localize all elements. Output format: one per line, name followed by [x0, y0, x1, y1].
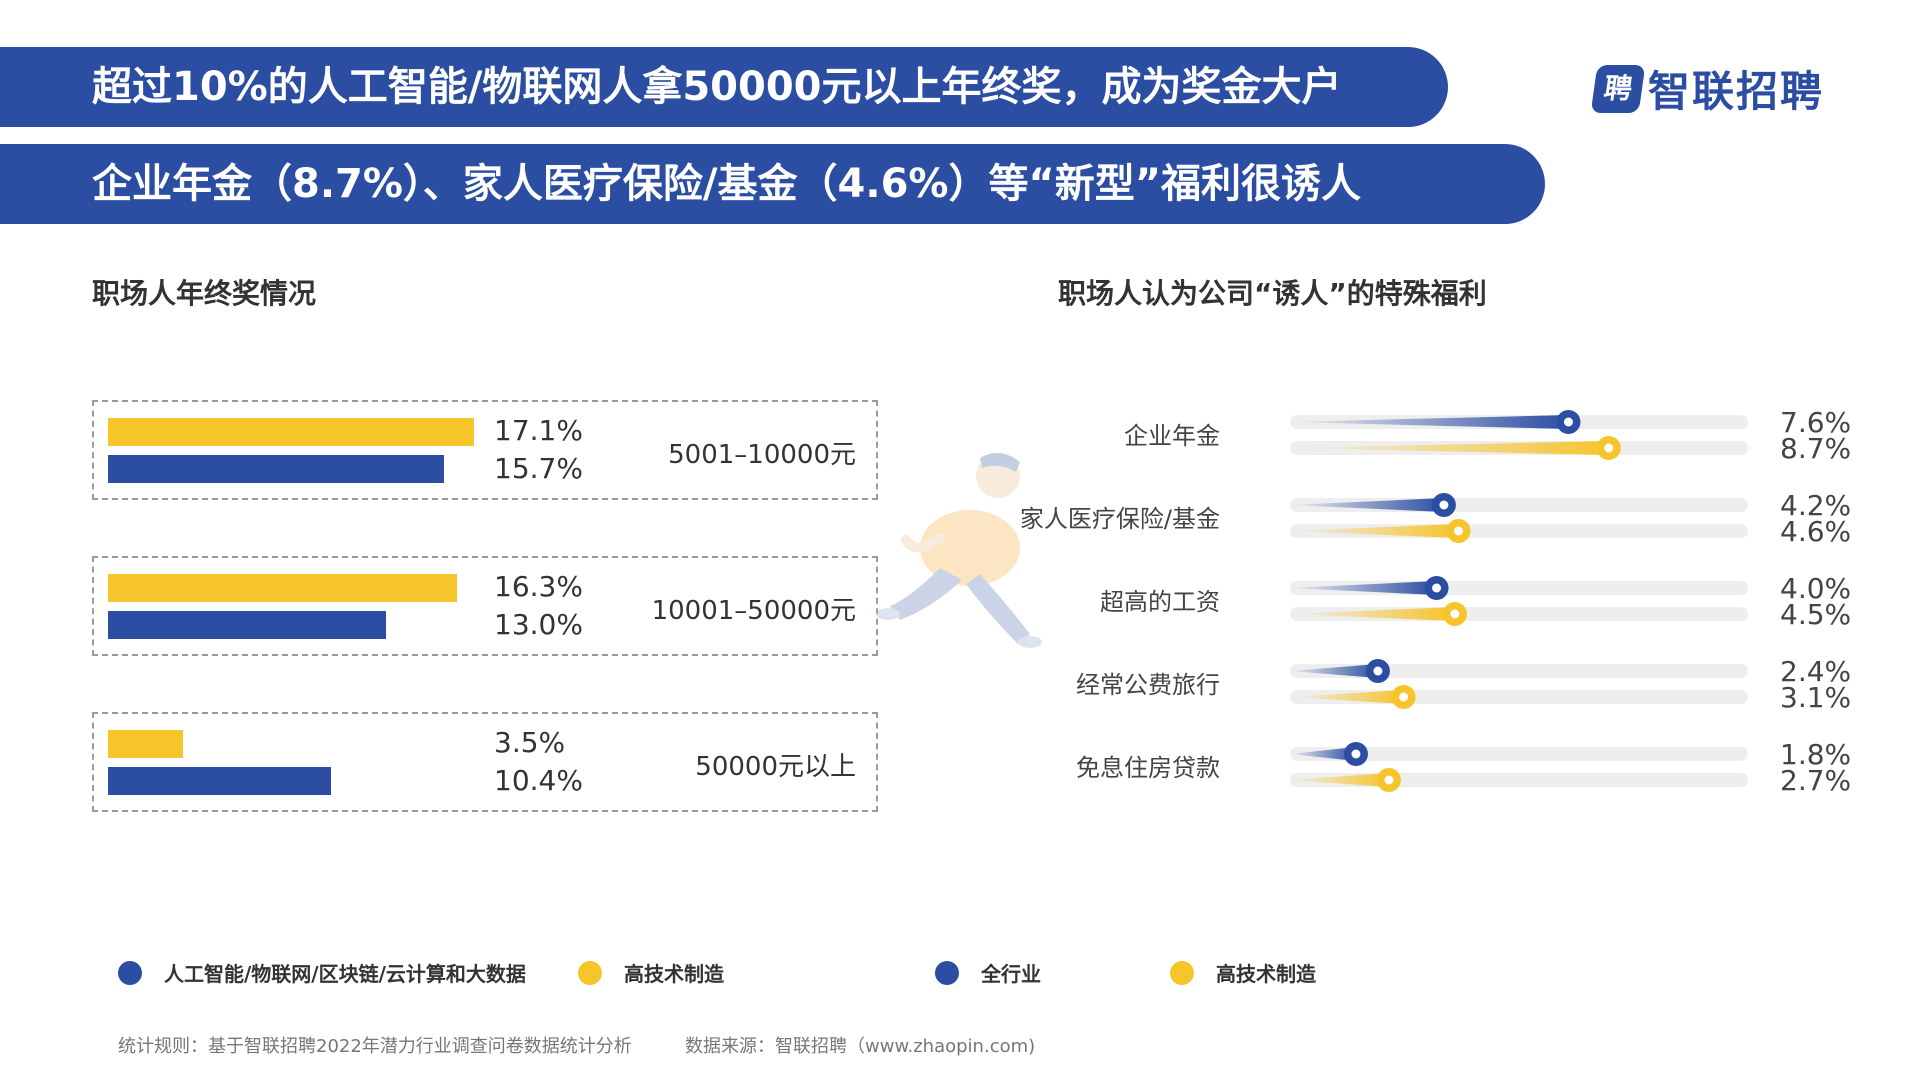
zhaopin-logo: 聘 智联招聘 — [1590, 58, 1825, 119]
value-marker-center — [1373, 666, 1383, 676]
category-label: 企业年金 — [1124, 422, 1220, 450]
comet-tail-全行业 — [1290, 664, 1378, 678]
value-marker-center — [1604, 443, 1614, 453]
bar-yellow — [108, 730, 183, 758]
blue-value-label: 10.4% — [494, 764, 583, 797]
bar-yellow — [108, 574, 457, 602]
category-label: 超高的工资 — [1100, 588, 1220, 616]
value-marker-center — [1563, 417, 1573, 427]
left-chart-title: 职场人年终奖情况 — [92, 277, 317, 310]
legend-item-hightech-left: 高技术制造 — [578, 958, 724, 987]
value-label: 4.5% — [1780, 598, 1851, 631]
comet-tail-高技术制造 — [1290, 524, 1459, 538]
comet-tail-全行业 — [1290, 581, 1437, 595]
bonus-group-1: 17.1% 15.7% 5001–10000元 — [92, 400, 878, 500]
value-label: 7.6% — [1780, 406, 1851, 439]
value-marker-center — [1439, 500, 1449, 510]
value-label: 2.7% — [1780, 764, 1851, 797]
comet-tail-高技术制造 — [1290, 441, 1609, 455]
right-chart-title: 职场人认为公司“诱人”的特殊福利 — [1058, 277, 1487, 310]
comet-tail-高技术制造 — [1290, 607, 1455, 621]
range-label: 50000元以上 — [695, 752, 856, 782]
yellow-value-label: 17.1% — [494, 414, 583, 447]
legend-label: 人工智能/物联网/区块链/云计算和大数据 — [164, 962, 526, 986]
value-label: 4.2% — [1780, 489, 1851, 522]
value-label: 2.4% — [1780, 655, 1851, 688]
blue-value-label: 13.0% — [494, 608, 583, 641]
statistics-rule: 统计规则：基于智联招聘2022年潜力行业调查问卷数据统计分析 — [118, 1036, 632, 1057]
value-marker-center — [1399, 692, 1409, 702]
value-marker-center — [1432, 583, 1442, 593]
comet-tail-高技术制造 — [1290, 690, 1404, 704]
legend-dot-icon — [1170, 960, 1194, 985]
range-label: 5001–10000元 — [668, 440, 856, 470]
value-marker-center — [1351, 749, 1361, 759]
value-marker-center — [1450, 609, 1460, 619]
value-marker-center — [1384, 775, 1394, 785]
headline-2: 企业年金（8.7%）、家人医疗保险/基金（4.6%）等“新型”福利很诱人 — [92, 161, 1362, 207]
track-全行业 — [1290, 747, 1748, 761]
legend-item-ai: 人工智能/物联网/区块链/云计算和大数据 — [118, 958, 526, 987]
legend-label: 高技术制造 — [1216, 962, 1316, 986]
bar-blue — [108, 611, 387, 639]
legend-dot-icon — [578, 960, 602, 985]
category-label: 经常公费旅行 — [1076, 671, 1220, 699]
bar-yellow — [108, 418, 474, 446]
value-label: 1.8% — [1780, 738, 1851, 771]
logo-badge-icon: 聘 — [1590, 64, 1646, 113]
blue-value-label: 15.7% — [494, 452, 583, 485]
headline-banner-1: 超过10%的人工智能/物联网人拿50000元以上年终奖，成为奖金大户 — [0, 47, 1448, 127]
track-高技术制造 — [1290, 773, 1748, 787]
headline-banner-2: 企业年金（8.7%）、家人医疗保险/基金（4.6%）等“新型”福利很诱人 — [0, 144, 1545, 224]
range-label: 10001–50000元 — [651, 596, 856, 626]
bar-blue — [108, 455, 445, 483]
legend-item-all-industry: 全行业 — [935, 958, 1041, 987]
value-label: 8.7% — [1780, 432, 1851, 465]
value-label: 4.6% — [1780, 515, 1851, 548]
legend-label: 全行业 — [981, 962, 1041, 986]
benefits-chart: 企业年金 7.6%8.7% 家人医疗保险/基金 4.2%4.6% 超高的工资 4.0%4.… — [1020, 406, 1851, 797]
headline-1: 超过10%的人工智能/物联网人拿50000元以上年终奖，成为奖金大户 — [92, 64, 1342, 110]
comet-tail-全行业 — [1290, 498, 1444, 512]
yellow-value-label: 3.5% — [494, 726, 566, 759]
comet-tail-全行业 — [1290, 415, 1569, 429]
category-label: 家人医疗保险/基金 — [1020, 505, 1220, 533]
legend-item-hightech-right: 高技术制造 — [1170, 958, 1316, 987]
logo-text: 智联招聘 — [1648, 67, 1825, 116]
bonus-group-2: 16.3% 13.0% 10001–50000元 — [92, 556, 878, 656]
running-person-illustration — [876, 452, 1042, 648]
comet-tail-全行业 — [1290, 747, 1356, 761]
value-label: 4.0% — [1780, 572, 1851, 605]
legend-dot-icon — [118, 960, 142, 985]
category-label: 免息住房贷款 — [1076, 754, 1220, 782]
yellow-value-label: 16.3% — [494, 570, 583, 603]
legend-dot-icon — [935, 960, 959, 985]
track-全行业 — [1290, 664, 1748, 678]
data-source: 数据来源：智联招聘（www.zhaopin.com) — [685, 1036, 1036, 1057]
value-label: 3.1% — [1780, 681, 1851, 714]
bar-blue — [108, 767, 331, 795]
comet-tail-高技术制造 — [1290, 773, 1389, 787]
value-marker-center — [1454, 526, 1464, 536]
bonus-group-3: 3.5% 10.4% 50000元以上 — [92, 712, 878, 812]
legend-label: 高技术制造 — [624, 962, 724, 986]
